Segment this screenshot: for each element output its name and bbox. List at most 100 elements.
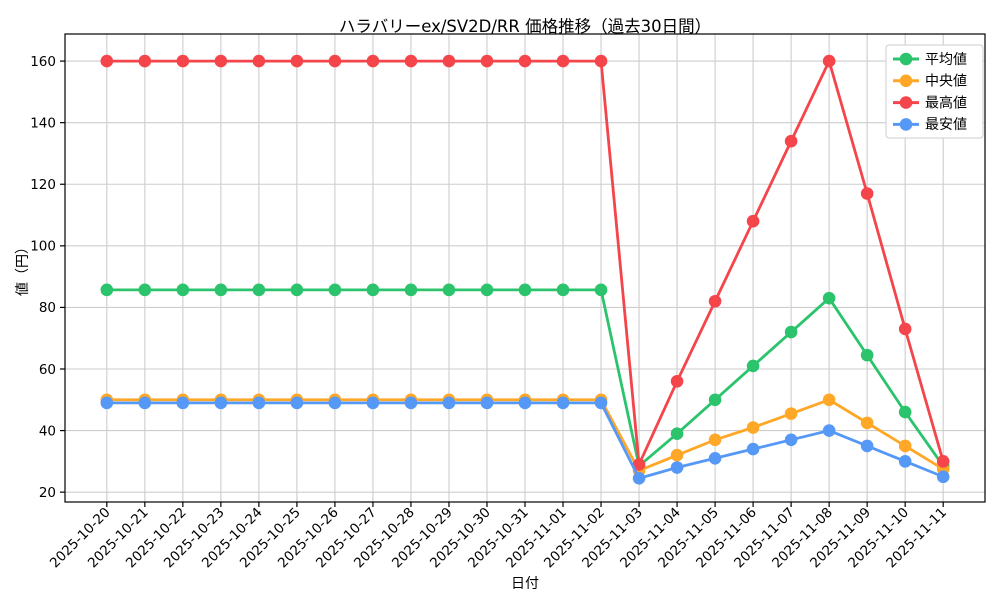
data-point-average [518, 283, 532, 297]
data-point-highest [518, 54, 532, 68]
data-point-lowest [822, 424, 836, 437]
data-point-lowest [214, 396, 228, 410]
data-point-median [746, 421, 760, 434]
data-point-average [214, 283, 228, 297]
data-point-lowest [670, 461, 684, 474]
data-point-highest [214, 54, 228, 68]
legend-label-highest: 最高値 [925, 94, 967, 111]
data-point-average [822, 291, 836, 305]
data-point-lowest [252, 396, 266, 410]
data-point-highest [138, 54, 152, 68]
data-point-highest [784, 134, 798, 148]
series-lowest [100, 396, 950, 485]
data-point-highest [404, 54, 418, 68]
legend-item-average: 平均値 [893, 52, 967, 68]
data-point-highest [252, 54, 266, 68]
legend-label-median: 中央値 [925, 74, 967, 90]
data-point-highest [898, 322, 912, 336]
data-point-average [366, 283, 380, 297]
data-point-average [442, 283, 456, 297]
y-tick-label: 40 [39, 423, 56, 439]
data-point-median [670, 448, 684, 462]
data-point-average [708, 393, 722, 407]
data-point-highest [632, 458, 646, 471]
data-point-highest [480, 54, 494, 68]
data-point-average [404, 283, 418, 297]
series-highest [100, 54, 950, 471]
data-point-highest [366, 54, 380, 68]
data-point-highest [936, 455, 950, 468]
data-point-lowest [936, 470, 950, 484]
data-point-lowest [556, 396, 570, 410]
data-point-lowest [290, 396, 304, 410]
legend-item-highest: 最高値 [893, 94, 967, 111]
chart-title: ハラバリーex/SV2D/RR 価格推移（過去30日間） [338, 17, 712, 36]
data-point-lowest [100, 396, 114, 410]
y-tick-label: 20 [39, 485, 56, 501]
legend-item-lowest: 最安値 [893, 117, 967, 133]
grid [65, 34, 985, 502]
data-point-median [708, 433, 722, 447]
data-point-highest [556, 54, 570, 68]
legend-item-median: 中央値 [893, 74, 967, 90]
data-point-average [746, 359, 760, 373]
data-point-lowest [594, 396, 608, 410]
data-point-highest [100, 54, 114, 68]
y-tick-label: 100 [30, 239, 56, 255]
data-point-median [898, 439, 912, 453]
legend-marker-highest [899, 96, 913, 109]
x-axis-label: 日付 [511, 576, 539, 592]
data-point-average [100, 283, 114, 297]
data-point-lowest [708, 451, 722, 465]
data-point-highest [594, 54, 608, 68]
legend-box [885, 44, 984, 139]
data-point-lowest [442, 396, 456, 410]
data-point-lowest [746, 442, 760, 456]
data-point-average [594, 283, 608, 297]
data-point-average [860, 348, 874, 362]
data-point-highest [708, 294, 722, 308]
data-point-lowest [328, 396, 342, 410]
data-point-average [670, 427, 684, 440]
data-point-average [898, 405, 912, 419]
y-tick-label: 80 [39, 300, 56, 316]
data-point-highest [290, 54, 304, 68]
data-point-highest [328, 54, 342, 68]
data-point-median [822, 393, 836, 407]
data-point-average [480, 283, 494, 297]
data-point-lowest [632, 471, 646, 485]
data-point-lowest [404, 396, 418, 410]
data-point-median [860, 416, 874, 430]
x-axis: 2025-10-202025-10-212025-10-222025-10-23… [47, 502, 950, 571]
legend-marker-lowest [899, 118, 913, 131]
data-point-average [138, 283, 152, 297]
data-point-average [252, 283, 266, 297]
data-point-lowest [898, 455, 912, 468]
data-point-highest [822, 54, 836, 68]
data-point-average [556, 283, 570, 297]
legend-marker-average [899, 52, 913, 66]
data-point-highest [860, 187, 874, 200]
data-point-highest [176, 54, 190, 68]
y-tick-label: 120 [30, 177, 56, 193]
data-point-average [328, 283, 342, 297]
data-point-highest [670, 375, 684, 388]
data-point-highest [746, 214, 760, 228]
data-point-lowest [860, 439, 874, 453]
data-point-average [784, 325, 798, 339]
y-axis: 20 40 60 80 100 120 140 160 [30, 54, 65, 501]
legend-label-lowest: 最安値 [925, 117, 967, 133]
legend-label-average: 平均値 [925, 52, 967, 68]
data-point-lowest [366, 396, 380, 410]
data-point-average [290, 283, 304, 297]
data-point-lowest [480, 396, 494, 410]
data-point-lowest [784, 433, 798, 447]
legend-marker-median [899, 74, 913, 88]
data-point-average [176, 283, 190, 297]
data-point-lowest [138, 396, 152, 410]
y-tick-label: 60 [39, 362, 56, 378]
y-tick-label: 160 [30, 54, 56, 70]
